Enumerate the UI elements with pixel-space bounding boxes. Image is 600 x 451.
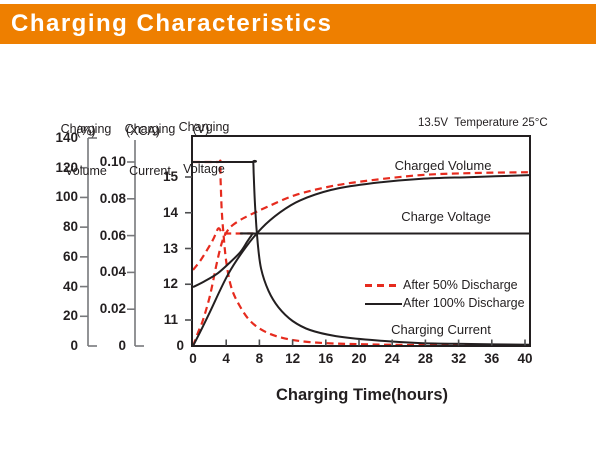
x-axis-title: Charging Time(hours) <box>275 386 449 404</box>
series-charged-volume-after-50-discharge <box>191 171 531 347</box>
volume-axis-title: Charging Volume <box>60 122 112 178</box>
legend-label-100-discharge: After 100% Discharge <box>403 296 525 310</box>
current-axis-unit: (XCA) <box>125 124 161 138</box>
series-charging-current-after-50-discharge <box>193 159 531 347</box>
voltage-axis-title: Charging Voltage <box>178 120 230 176</box>
header-bar: Charging Characteristics <box>0 4 596 44</box>
charging-current-label: Charging Current <box>391 322 491 337</box>
volume-axis-unit: (%) <box>76 124 96 138</box>
current-axis-title: Charging Current <box>124 122 176 178</box>
legend-solid-line-sample <box>365 303 402 305</box>
page-title: Charging Characteristics <box>11 10 333 37</box>
legend-dashed-line-sample <box>365 284 399 287</box>
plot-frame <box>191 135 531 347</box>
legend-label-50-discharge: After 50% Discharge <box>403 278 518 292</box>
condition-note: 13.5V Temperature 25°C <box>418 117 548 129</box>
voltage-axis-unit: (V) <box>192 122 210 136</box>
series-charge-voltage-after-100-discharge <box>192 232 530 289</box>
series-charge-voltage-after-50-discharge <box>192 227 254 271</box>
series-charged-volume-after-100-discharge <box>192 174 531 347</box>
charged-volume-label: Charged Volume <box>394 158 492 173</box>
series-charging-current-after-100-discharge <box>193 159 531 346</box>
charge-voltage-label: Charge Voltage <box>401 209 491 224</box>
